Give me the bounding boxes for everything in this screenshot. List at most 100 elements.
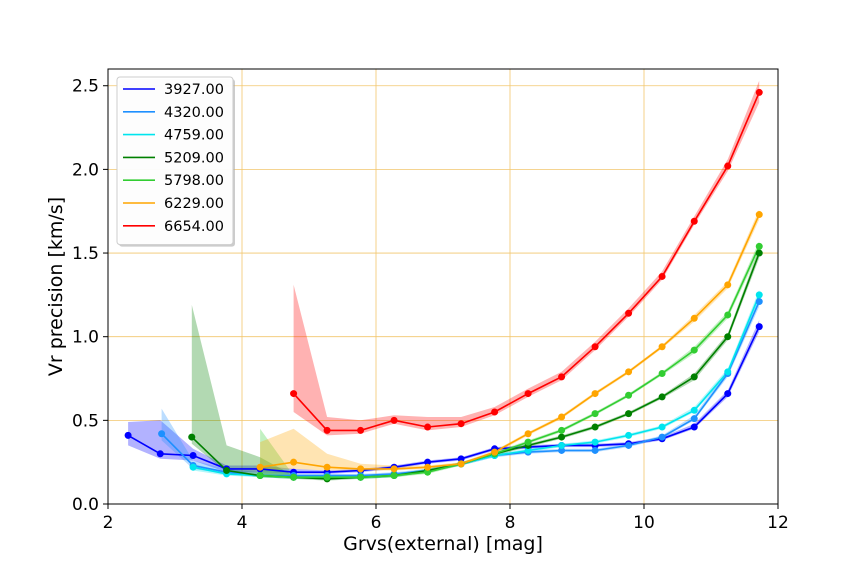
axis-ticks: 2 4 6 8 10 12 0.0 0.5 1.0 1.5 2.0 2.5 [72, 77, 789, 533]
data-point [690, 314, 698, 322]
data-point [357, 426, 365, 434]
series-line [260, 245, 760, 479]
data-point [724, 390, 732, 398]
y-tick-label: 2.0 [72, 160, 99, 180]
legend-label: 3927.00 [164, 82, 224, 98]
legend-label: 4759.00 [164, 128, 224, 144]
data-point [724, 162, 732, 170]
data-point [755, 249, 763, 257]
data-point [658, 423, 666, 431]
data-point [558, 446, 566, 454]
plot-area-frame [107, 68, 779, 505]
data-point [156, 450, 164, 458]
data-point [591, 410, 599, 418]
data-point [755, 211, 763, 219]
data-point [658, 433, 666, 441]
data-point [690, 346, 698, 354]
data-point [591, 423, 599, 431]
confidence-band [191, 248, 760, 481]
legend: 3927.00 4320.00 4759.00 5209.00 5798.00 6229.… [116, 76, 235, 247]
data-point [690, 217, 698, 225]
x-axis-label: Grvs(external) [mag] [343, 533, 543, 555]
x-tick-label: 10 [633, 513, 655, 533]
data-point [424, 463, 432, 471]
data-point [755, 88, 763, 96]
data-point [690, 415, 698, 423]
data-point [524, 430, 532, 438]
data-point [558, 426, 566, 434]
data-point [223, 467, 231, 475]
data-point [690, 423, 698, 431]
y-tick-label: 2.5 [72, 77, 99, 97]
data-point [457, 420, 465, 428]
data-point [390, 416, 398, 424]
y-tick-label: 1.0 [72, 328, 99, 348]
data-point [591, 390, 599, 398]
data-point [625, 410, 633, 418]
data-point [690, 373, 698, 381]
data-point [755, 291, 763, 299]
data-point [290, 473, 298, 481]
data-point [625, 391, 633, 399]
data-point [390, 465, 398, 473]
data-point [357, 473, 365, 481]
data-point [690, 406, 698, 414]
legend-label: 5798.00 [164, 173, 224, 189]
data-point [625, 368, 633, 376]
data-point [323, 426, 331, 434]
data-point [323, 473, 331, 481]
legend-label: 4320.00 [164, 105, 224, 121]
data-point [290, 458, 298, 466]
data-point [158, 430, 166, 438]
y-tick-label: 1.5 [72, 244, 99, 264]
data-point [524, 438, 532, 446]
data-point [625, 441, 633, 449]
y-axis-label: Vr precision [km/s] [45, 197, 67, 376]
data-point [755, 298, 763, 306]
data-point [124, 431, 132, 439]
x-tick-label: 4 [237, 513, 248, 533]
series-points [124, 88, 763, 483]
data-point [424, 423, 432, 431]
data-point [290, 390, 298, 398]
x-tick-label: 12 [767, 513, 789, 533]
data-point [591, 438, 599, 446]
data-point [424, 458, 432, 466]
confidence-band [260, 209, 760, 471]
y-tick-label: 0.0 [72, 495, 99, 515]
data-point [724, 311, 732, 319]
series-line [259, 214, 760, 470]
data-point [491, 448, 499, 456]
data-point [591, 446, 599, 454]
data-point [491, 408, 499, 416]
x-tick-label: 6 [371, 513, 382, 533]
data-point [457, 460, 465, 468]
x-tick-label: 2 [103, 513, 114, 533]
data-point [189, 451, 197, 459]
data-point [188, 433, 196, 441]
data-point [558, 441, 566, 449]
data-point [424, 468, 432, 476]
data-point [390, 472, 398, 480]
x-tick-label: 8 [505, 513, 516, 533]
data-point [189, 463, 197, 471]
data-point [658, 393, 666, 401]
data-point [256, 463, 264, 471]
data-point [256, 472, 264, 480]
data-point [558, 413, 566, 421]
data-point [524, 446, 532, 454]
data-point [591, 343, 599, 351]
confidence-band [128, 320, 760, 474]
data-point [524, 390, 532, 398]
y-tick-label: 0.5 [72, 411, 99, 431]
data-point [755, 323, 763, 331]
data-point [558, 373, 566, 381]
data-point [658, 370, 666, 377]
data-point [357, 465, 365, 473]
data-point [558, 433, 566, 441]
data-point [724, 281, 732, 289]
legend-label: 6654.00 [164, 219, 224, 235]
data-point [658, 272, 666, 280]
legend-label: 5209.00 [164, 150, 224, 166]
